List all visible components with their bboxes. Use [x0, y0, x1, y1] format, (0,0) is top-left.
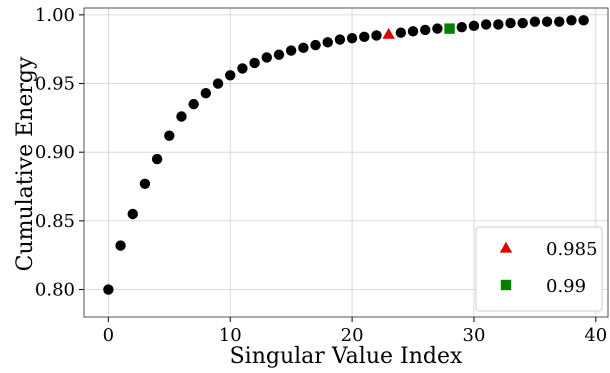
data-point: [334, 34, 346, 45]
data-point: [164, 130, 175, 141]
data-point: [188, 98, 199, 110]
data-points: [103, 15, 589, 295]
y-tick-label: 0.85: [35, 211, 75, 232]
data-point: [578, 15, 589, 26]
data-point: [310, 39, 321, 51]
axis-ticks: 0 10 20 30 40 0.80 0.85 0.90 0.95 1.00: [35, 5, 607, 346]
data-point: [541, 16, 553, 27]
x-axis-title: Singular Value Index: [230, 344, 463, 369]
data-point: [273, 49, 285, 60]
data-point: [151, 153, 163, 165]
legend: 0.985 0.99: [475, 226, 603, 312]
legend-marker-triangle: [499, 241, 513, 253]
data-point: [115, 240, 126, 251]
x-tick-label: 20: [341, 325, 364, 346]
data-point: [493, 19, 504, 30]
data-point: [505, 17, 516, 29]
y-tick-label: 0.95: [35, 74, 75, 95]
data-point: [432, 23, 443, 34]
plot-frame: [83, 7, 609, 318]
data-point: [285, 45, 297, 56]
x-tick-label: 40: [584, 325, 607, 346]
data-point: [480, 19, 492, 30]
data-point: [261, 52, 272, 63]
x-tick-label: 10: [219, 325, 242, 346]
x-tick-label: 30: [463, 325, 486, 346]
data-point: [176, 111, 187, 122]
data-point: [127, 208, 138, 220]
data-point: [249, 57, 260, 69]
data-point: [237, 63, 248, 74]
data-point: [407, 26, 419, 37]
data-point: [395, 27, 407, 38]
data-point: [200, 87, 212, 99]
data-point: [468, 20, 480, 32]
data-point: [212, 78, 224, 89]
threshold-099-marker: [444, 23, 455, 34]
data-point: [225, 70, 236, 81]
data-point: [420, 24, 431, 36]
x-tick-label: 0: [103, 325, 114, 346]
data-point: [517, 17, 528, 29]
y-tick-label: 1.00: [35, 5, 75, 26]
y-tick-label: 0.90: [35, 142, 75, 163]
data-point: [139, 178, 151, 189]
data-point: [103, 284, 114, 295]
data-point: [322, 37, 333, 48]
legend-marker-square: [500, 279, 512, 291]
data-point: [529, 16, 541, 27]
legend-label: 0.99: [546, 276, 586, 297]
grid-lines: [84, 8, 608, 317]
data-point: [554, 16, 565, 27]
legend-label: 0.985: [546, 239, 598, 260]
y-axis-title: Cumulative Energy: [13, 56, 38, 271]
data-point: [456, 22, 467, 33]
data-point: [346, 33, 358, 44]
data-point: [359, 31, 370, 43]
y-tick-label: 0.80: [35, 280, 75, 301]
threshold-0985-marker: [382, 27, 395, 39]
data-point: [566, 15, 577, 26]
data-point: [371, 30, 382, 41]
data-point: [298, 42, 309, 54]
